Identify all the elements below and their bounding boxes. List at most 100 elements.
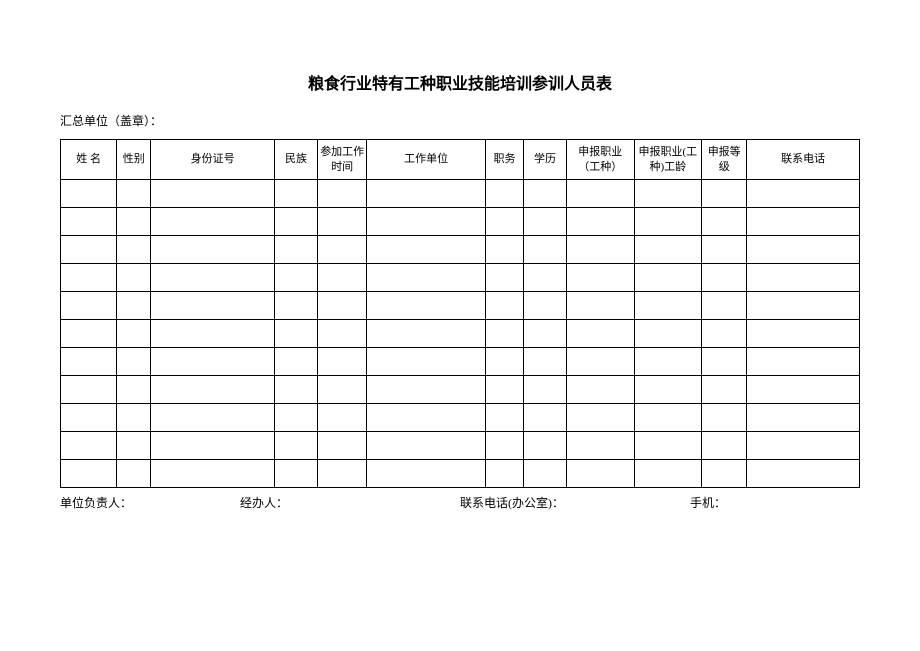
table-cell (566, 292, 634, 320)
table-cell (634, 208, 702, 236)
table-cell (702, 292, 747, 320)
summary-unit-label: 汇总单位（盖章）： (60, 112, 860, 129)
table-cell (317, 460, 367, 488)
table-cell (747, 460, 860, 488)
footer-mobile: 手机： (690, 494, 726, 511)
table-cell (117, 208, 151, 236)
table-cell (367, 432, 485, 460)
table-cell (117, 376, 151, 404)
table-row (61, 376, 860, 404)
table-cell (566, 348, 634, 376)
table-cell (566, 460, 634, 488)
table-cell (317, 348, 367, 376)
table-cell (151, 432, 275, 460)
table-cell (634, 264, 702, 292)
table-row (61, 292, 860, 320)
col-header-3: 民族 (275, 140, 318, 180)
col-header-4: 参加工作时间 (317, 140, 367, 180)
table-row (61, 320, 860, 348)
table-cell (151, 236, 275, 264)
table-cell (117, 348, 151, 376)
table-cell (634, 292, 702, 320)
table-cell (747, 432, 860, 460)
table-cell (524, 404, 567, 432)
table-cell (117, 236, 151, 264)
table-cell (747, 264, 860, 292)
table-cell (634, 460, 702, 488)
footer-line: 单位负责人： 经办人： 联系电话(办公室)： 手机： (60, 494, 860, 511)
table-cell (151, 208, 275, 236)
col-header-1: 性别 (117, 140, 151, 180)
table-cell (117, 292, 151, 320)
table-cell (117, 432, 151, 460)
table-cell (61, 180, 117, 208)
table-cell (566, 236, 634, 264)
table-cell (702, 320, 747, 348)
table-cell (151, 292, 275, 320)
col-header-9: 申报职业(工种)工龄 (634, 140, 702, 180)
footer-office-phone: 联系电话(办公室)： (460, 494, 690, 511)
table-cell (702, 404, 747, 432)
table-cell (566, 320, 634, 348)
table-cell (151, 320, 275, 348)
table-cell (485, 432, 523, 460)
table-cell (61, 292, 117, 320)
table-cell (117, 404, 151, 432)
table-cell (117, 320, 151, 348)
table-cell (566, 404, 634, 432)
table-cell (61, 404, 117, 432)
col-header-8: 申报职业（工种） (566, 140, 634, 180)
table-cell (485, 376, 523, 404)
table-cell (275, 208, 318, 236)
document-title: 粮食行业特有工种职业技能培训参训人员表 (60, 70, 860, 94)
table-cell (367, 180, 485, 208)
table-cell (317, 208, 367, 236)
table-cell (317, 404, 367, 432)
table-cell (275, 236, 318, 264)
table-cell (747, 348, 860, 376)
table-cell (367, 208, 485, 236)
table-cell (151, 460, 275, 488)
table-cell (151, 264, 275, 292)
table-cell (634, 404, 702, 432)
table-cell (317, 292, 367, 320)
table-cell (634, 432, 702, 460)
table-cell (485, 264, 523, 292)
col-header-11: 联系电话 (747, 140, 860, 180)
table-cell (367, 404, 485, 432)
table-row (61, 264, 860, 292)
table-cell (485, 292, 523, 320)
table-row (61, 432, 860, 460)
table-cell (275, 180, 318, 208)
table-cell (634, 376, 702, 404)
table-cell (117, 460, 151, 488)
table-row (61, 180, 860, 208)
table-cell (485, 236, 523, 264)
table-cell (702, 460, 747, 488)
table-cell (117, 264, 151, 292)
table-cell (566, 376, 634, 404)
table-row (61, 208, 860, 236)
table-cell (747, 292, 860, 320)
table-cell (702, 236, 747, 264)
table-cell (485, 348, 523, 376)
table-cell (566, 432, 634, 460)
table-cell (317, 236, 367, 264)
table-cell (275, 320, 318, 348)
table-cell (524, 320, 567, 348)
table-cell (524, 460, 567, 488)
table-cell (275, 460, 318, 488)
table-cell (485, 404, 523, 432)
table-cell (275, 404, 318, 432)
table-cell (566, 180, 634, 208)
table-cell (275, 292, 318, 320)
table-cell (317, 376, 367, 404)
table-cell (524, 432, 567, 460)
table-cell (275, 376, 318, 404)
footer-leader: 单位负责人： (60, 494, 240, 511)
table-cell (524, 292, 567, 320)
table-cell (702, 432, 747, 460)
table-cell (524, 236, 567, 264)
table-cell (117, 180, 151, 208)
table-cell (702, 348, 747, 376)
